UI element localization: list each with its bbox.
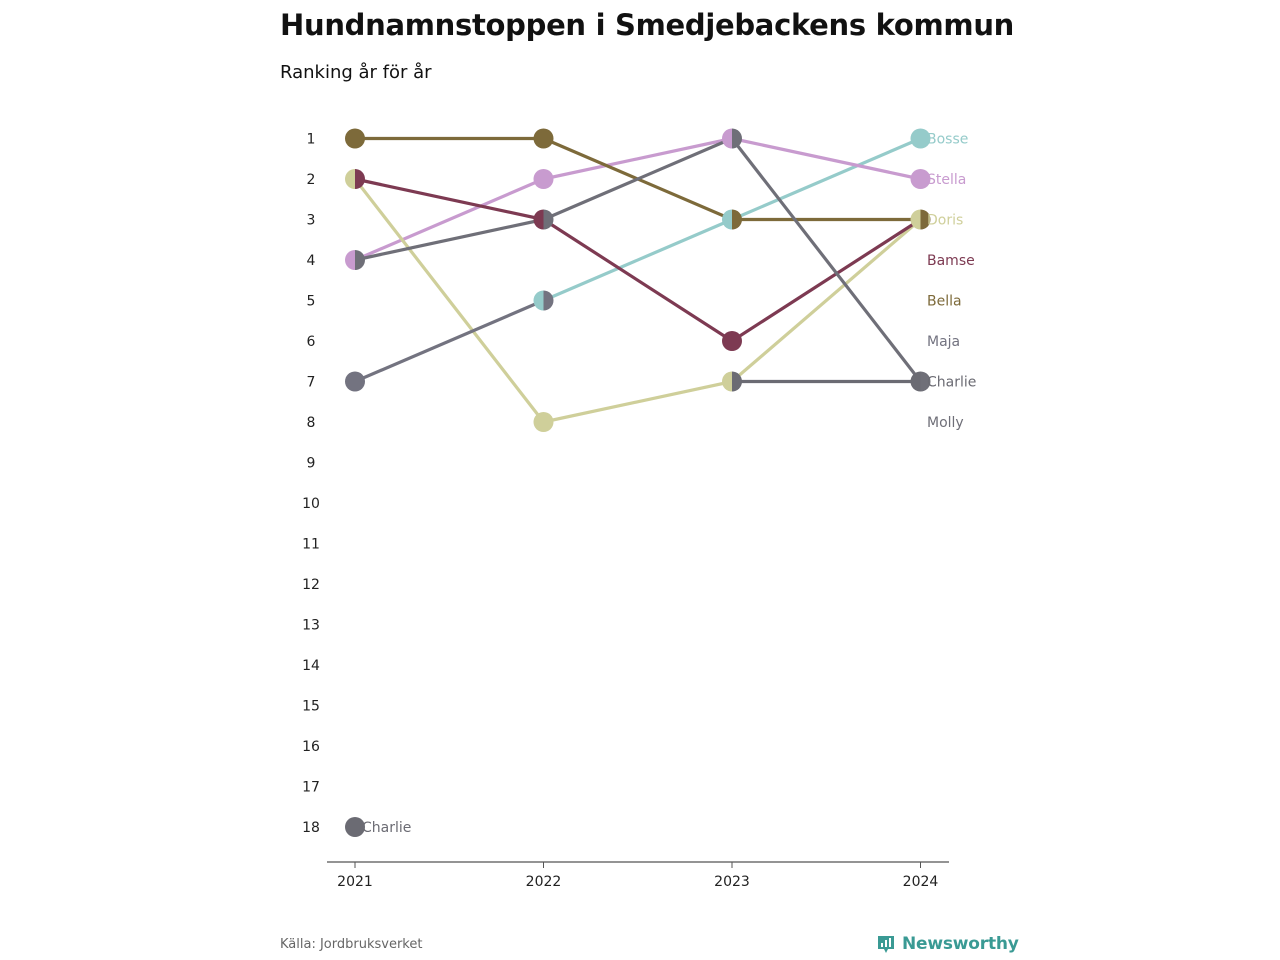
y-tick-label: 16 — [302, 739, 320, 755]
end-label-doris: Doris — [927, 213, 963, 229]
end-label-maja: Maja — [927, 334, 960, 350]
y-tick-label: 11 — [302, 537, 320, 553]
x-tick-label: 2021 — [337, 874, 373, 890]
series-line-doris — [353, 178, 922, 424]
point-stella[interactable] — [910, 169, 931, 189]
series-lines — [353, 136, 922, 424]
point-bosse[interactable] — [722, 209, 732, 230]
point-molly[interactable] — [920, 371, 931, 392]
point-charlie[interactable] — [345, 817, 365, 837]
y-tick-label: 1 — [307, 132, 316, 148]
point-stella[interactable] — [533, 169, 554, 189]
end-label-molly: Molly — [927, 415, 964, 431]
y-tick-label: 5 — [307, 294, 316, 310]
x-tick-label: 2022 — [526, 874, 562, 890]
x-tick-label: 2024 — [903, 874, 939, 890]
point-bella[interactable] — [920, 209, 931, 230]
series-line-stella — [354, 136, 921, 262]
end-label-stella: Stella — [927, 172, 966, 188]
x-tick-label: 2023 — [714, 874, 750, 890]
brand-name: Newsworthy — [902, 934, 1019, 954]
point-doris[interactable] — [722, 371, 732, 392]
series-line-bamse — [354, 177, 922, 343]
y-tick-label: 2 — [307, 172, 316, 188]
newsworthy-logo-icon — [878, 936, 894, 953]
point-doris[interactable] — [533, 412, 554, 432]
point-doris[interactable] — [345, 169, 355, 189]
y-tick-label: 8 — [307, 415, 316, 431]
y-tick-label: 4 — [307, 253, 316, 269]
point-maja[interactable] — [345, 371, 365, 392]
brand-logo[interactable]: Newsworthy — [876, 934, 1019, 954]
source-note: Källa: Jordbruksverket — [280, 937, 423, 952]
y-tick-label: 15 — [302, 699, 320, 715]
y-tick-label: 12 — [302, 577, 320, 593]
end-label-bosse: Bosse — [927, 132, 968, 148]
point-bella[interactable] — [345, 128, 365, 149]
point-charlie[interactable] — [732, 371, 743, 392]
point-doris[interactable] — [910, 209, 921, 230]
point-maja[interactable] — [543, 290, 554, 311]
point-bosse[interactable] — [533, 290, 544, 311]
y-tick-label: 14 — [302, 658, 320, 674]
point-molly[interactable] — [543, 209, 554, 230]
point-bamse[interactable] — [722, 331, 742, 351]
y-tick-label: 9 — [307, 456, 316, 472]
point-bella[interactable] — [533, 128, 554, 149]
chart-subtitle: Ranking år för år — [280, 62, 432, 83]
end-label-bella: Bella — [927, 294, 962, 310]
series-line-maja — [354, 299, 545, 383]
point-charlie[interactable] — [910, 371, 921, 392]
start-label-charlie: Charlie — [362, 820, 411, 836]
series-labels: Bosse Stella Doris Bamse Bella Maja Charlie Mol… — [362, 132, 976, 837]
point-molly[interactable] — [732, 128, 743, 149]
y-tick-label: 17 — [302, 780, 320, 796]
y-tick-label: 18 — [302, 820, 320, 836]
point-bella[interactable] — [732, 209, 743, 230]
point-bamse[interactable] — [355, 169, 365, 189]
end-label-bamse: Bamse — [927, 253, 975, 269]
point-bosse[interactable] — [910, 128, 931, 149]
y-tick-label: 10 — [302, 496, 320, 512]
y-tick-label: 7 — [307, 375, 316, 391]
y-tick-label: 13 — [302, 618, 320, 634]
y-tick-label: 6 — [307, 334, 316, 350]
end-label-charlie: Charlie — [927, 375, 976, 391]
point-bamse[interactable] — [533, 209, 544, 230]
point-stella[interactable] — [345, 250, 355, 270]
series-points — [345, 128, 931, 837]
point-molly[interactable] — [355, 250, 365, 270]
series-line-molly — [354, 136, 922, 383]
point-stella[interactable] — [722, 128, 732, 149]
y-tick-label: 3 — [307, 213, 316, 229]
chart-title: Hundnamnstoppen i Smedjebackens kommun — [280, 8, 1015, 42]
x-axis: 2021 2022 2023 2024 — [327, 861, 949, 890]
